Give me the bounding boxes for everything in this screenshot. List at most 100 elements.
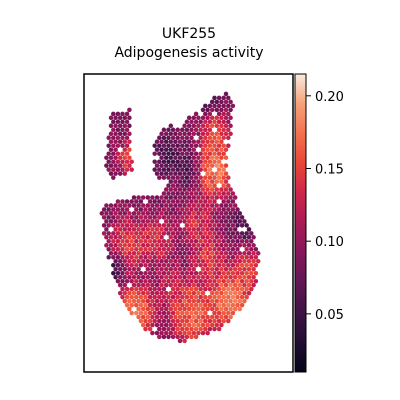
spot (221, 151, 226, 156)
spot (223, 123, 229, 129)
spot (209, 282, 215, 288)
spot (140, 235, 146, 240)
spot (205, 243, 210, 248)
spot (219, 227, 224, 232)
spot (159, 163, 164, 168)
spot (182, 251, 187, 256)
spot (216, 294, 222, 300)
spot (113, 131, 118, 137)
spot (150, 219, 155, 224)
spot (120, 286, 125, 292)
spot (237, 219, 243, 224)
spot (175, 135, 180, 141)
spot (205, 123, 210, 129)
spot (182, 282, 187, 288)
spot (219, 107, 224, 113)
spot (191, 251, 197, 256)
spot (184, 294, 190, 300)
spot (131, 195, 137, 200)
spot (168, 163, 174, 168)
spot (108, 115, 114, 121)
spot (152, 159, 157, 164)
spot (180, 183, 185, 188)
spot (239, 294, 245, 300)
spot (191, 243, 197, 248)
spot (134, 231, 139, 236)
spot (193, 255, 199, 260)
spot (230, 270, 236, 276)
spot (191, 203, 197, 208)
spot (168, 330, 174, 336)
spot (242, 274, 247, 280)
spot (113, 266, 118, 272)
spot (163, 139, 169, 144)
spot (168, 266, 174, 272)
spot (170, 215, 176, 220)
spot (152, 223, 157, 228)
spot (177, 187, 183, 192)
spot (120, 255, 125, 260)
spot (111, 175, 116, 180)
spot (157, 239, 162, 244)
spot (161, 207, 167, 212)
spot (189, 270, 194, 276)
spot (117, 171, 123, 176)
spot (191, 155, 197, 160)
colorbar-tick-label: 0.15 (315, 162, 344, 177)
spot (214, 139, 220, 144)
spot (175, 151, 180, 156)
spot (175, 286, 180, 292)
spot (209, 99, 215, 105)
spot (163, 330, 169, 336)
spot (152, 310, 157, 316)
spot (182, 298, 187, 304)
spot (136, 219, 141, 224)
spot (104, 203, 109, 208)
spot (198, 191, 203, 196)
spot (182, 131, 187, 137)
spot (196, 203, 201, 208)
spot (198, 326, 203, 332)
spot (134, 302, 139, 308)
spot (186, 274, 192, 280)
spot (136, 258, 141, 264)
spot (143, 302, 148, 308)
spot (117, 235, 123, 240)
spot (205, 115, 210, 121)
spot (161, 151, 167, 156)
spot (120, 111, 125, 117)
spot (168, 258, 174, 264)
spot (200, 115, 206, 121)
chart-title-line2: Adipogenesis activity (114, 45, 263, 61)
spot (221, 270, 226, 276)
spot (152, 167, 157, 172)
spot (104, 235, 109, 240)
spot (193, 302, 199, 308)
spot (251, 235, 256, 240)
spot (150, 195, 155, 200)
spot (212, 231, 217, 236)
spot (198, 302, 203, 308)
spot (122, 163, 128, 168)
spot (154, 290, 160, 296)
spot (196, 330, 201, 336)
spot (232, 298, 238, 304)
spot (129, 247, 134, 252)
spot (200, 227, 206, 232)
spot (242, 243, 247, 248)
spot (186, 187, 192, 192)
spot (177, 211, 183, 216)
spot (113, 243, 118, 248)
spot (154, 266, 160, 272)
spot (193, 318, 199, 324)
spot (180, 231, 185, 236)
spot (193, 159, 199, 164)
spot (152, 239, 157, 244)
spot (180, 278, 185, 284)
spot (212, 318, 217, 324)
spot (186, 306, 192, 312)
spot (221, 223, 226, 228)
spot (184, 255, 190, 260)
spot (111, 262, 116, 268)
spot (207, 111, 213, 117)
